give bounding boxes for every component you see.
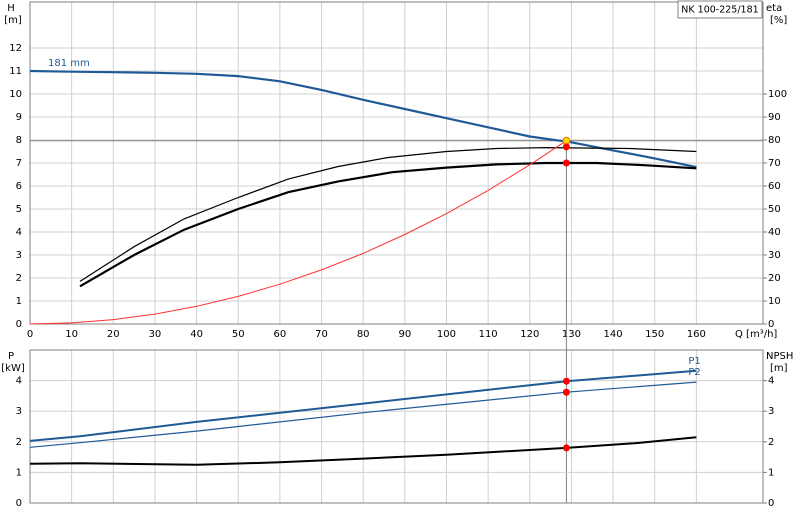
y2-tick-label: 40: [768, 227, 781, 238]
series-line: [29, 69, 697, 169]
y2-axis-unit: [%]: [770, 15, 787, 26]
y2-tick-label: 100: [768, 89, 787, 100]
x-tick-label: 50: [232, 329, 245, 340]
title-box: [677, 0, 763, 19]
y-tick-label: 3: [16, 406, 22, 417]
y-tick-label: 12: [9, 43, 22, 54]
plot-frame: [29, 349, 764, 504]
x-tick-label: 130: [562, 329, 581, 340]
duty-marker: [562, 159, 570, 167]
y-axis-unit: [m]: [4, 15, 22, 26]
y-tick-label: 2: [16, 273, 22, 284]
y-axis-label: P: [8, 351, 14, 362]
x-tick-label: 40: [190, 329, 203, 340]
duty-marker: [562, 444, 570, 452]
y2-tick-label: 30: [768, 250, 781, 261]
y-tick-label: 10: [9, 89, 22, 100]
y2-tick-label: 1: [768, 467, 774, 478]
y-tick-label: 11: [9, 66, 22, 77]
y-tick-label: 1: [16, 467, 22, 478]
series-line: [29, 381, 697, 448]
y2-tick-label: 70: [768, 158, 781, 169]
x-tick-label: 70: [315, 329, 328, 340]
y-tick-label: 0: [16, 319, 22, 330]
series-line: [29, 369, 697, 442]
x-axis-label: Q [m³/h]: [735, 329, 777, 340]
x-tick-label: 60: [274, 329, 287, 340]
y2-tick-label: 20: [768, 273, 781, 284]
y2-tick-label: 0: [768, 498, 774, 509]
y2-axis-label: eta: [766, 3, 782, 14]
y2-tick-label: 2: [768, 437, 774, 448]
y2-axis-label: NPSH: [766, 351, 793, 362]
chart-title: NK 100-225/181: [681, 5, 758, 16]
series-line: [29, 140, 567, 325]
series-line: [29, 436, 697, 466]
x-tick-label: 80: [357, 329, 370, 340]
y2-tick-label: 3: [768, 406, 774, 417]
x-tick-label: 100: [437, 329, 456, 340]
duty-marker: [562, 143, 570, 151]
x-tick-label: 10: [65, 329, 78, 340]
duty-marker: [562, 388, 570, 396]
y2-tick-label: 90: [768, 112, 781, 123]
y2-axis-unit: [m]: [770, 363, 788, 374]
duty-marker: [562, 136, 571, 145]
y-tick-label: 3: [16, 250, 22, 261]
x-tick-label: 20: [107, 329, 120, 340]
y2-tick-label: 4: [768, 376, 774, 387]
x-tick-label: 140: [604, 329, 623, 340]
y-tick-label: 4: [16, 376, 22, 387]
y-axis-label: H: [7, 3, 15, 14]
series-line: [79, 161, 697, 288]
y-tick-label: 5: [16, 204, 22, 215]
y-tick-label: 4: [16, 227, 22, 238]
series-label: P2: [688, 367, 700, 378]
x-tick-label: 160: [687, 329, 706, 340]
x-tick-label: 0: [27, 329, 33, 340]
y2-tick-label: 80: [768, 135, 781, 146]
y-axis-unit: [kW]: [1, 363, 25, 374]
y-tick-label: 7: [16, 158, 22, 169]
x-tick-label: 90: [398, 329, 411, 340]
y2-tick-label: 10: [768, 296, 781, 307]
series-label: 181 mm: [48, 58, 90, 69]
y-tick-label: 0: [16, 498, 22, 509]
x-tick-label: 150: [645, 329, 664, 340]
x-tick-label: 30: [149, 329, 162, 340]
x-tick-label: 110: [479, 329, 498, 340]
series-label: P1: [688, 356, 700, 367]
y-tick-label: 1: [16, 296, 22, 307]
duty-marker: [562, 377, 570, 385]
x-tick-label: 120: [520, 329, 539, 340]
y-tick-label: 9: [16, 112, 22, 123]
y2-tick-label: 0: [768, 319, 774, 330]
y-tick-label: 2: [16, 437, 22, 448]
y2-tick-label: 60: [768, 181, 781, 192]
y2-tick-label: 50: [768, 204, 781, 215]
series-line: [79, 146, 697, 282]
y-tick-label: 8: [16, 135, 22, 146]
y-tick-label: 6: [16, 181, 22, 192]
